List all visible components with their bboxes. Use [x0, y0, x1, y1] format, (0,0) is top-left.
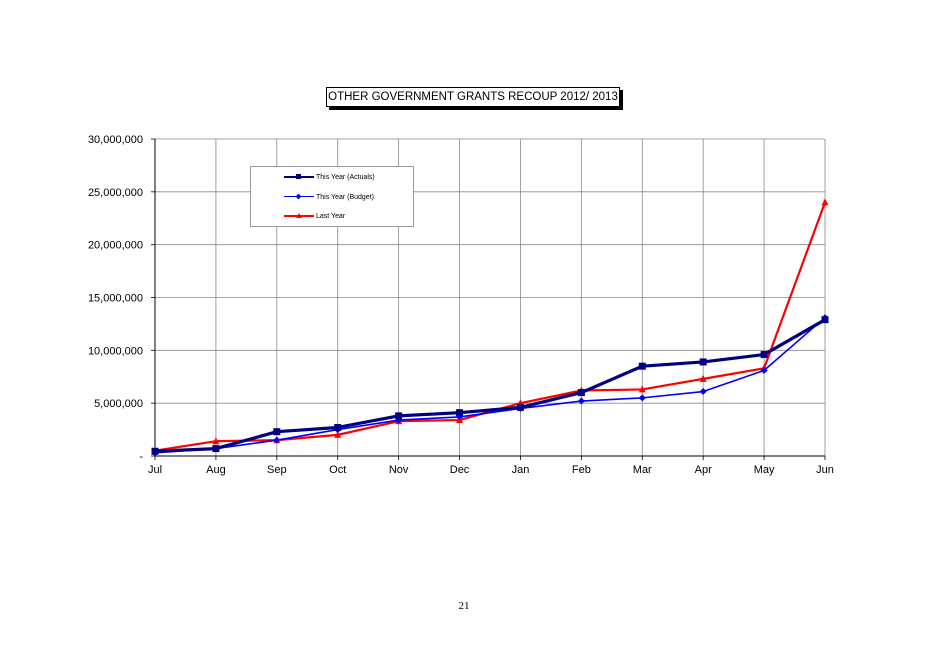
data-point [516, 403, 524, 411]
series-line [154, 318, 826, 453]
y-tick-label: 5,000,000 [94, 398, 143, 410]
series-line [154, 316, 826, 454]
x-tick-label: May [754, 464, 775, 476]
data-point [638, 385, 646, 393]
legend-item-budget: This Year (Budget) [251, 190, 374, 204]
legend-item-actuals: This Year (Actuals) [251, 170, 375, 184]
series-layer [151, 198, 829, 457]
x-tick-label: Jul [148, 464, 162, 476]
y-tick-label: - [139, 451, 143, 463]
x-tick-label: Nov [389, 464, 409, 476]
x-tick-label: Feb [572, 464, 591, 476]
data-point [760, 366, 768, 374]
y-tick-label: 15,000,000 [88, 293, 143, 305]
data-point [821, 198, 829, 206]
x-axis-ticks: Jul Aug Sep Oct Nov Dec Jan Feb Mar Apr May Jun [148, 464, 834, 476]
data-point [334, 423, 342, 431]
series-0 [151, 316, 829, 455]
data-point [638, 394, 646, 402]
x-tick-label: Aug [206, 464, 226, 476]
legend-label-actuals: This Year (Actuals) [316, 173, 375, 181]
data-point [699, 388, 707, 396]
x-tick-label: Dec [450, 464, 470, 476]
chart-title: OTHER GOVERNMENT GRANTS RECOUP 2012/ 201… [326, 87, 620, 107]
data-point [577, 389, 585, 397]
x-tick-label: Jan [512, 464, 530, 476]
y-tick-label: 10,000,000 [88, 345, 143, 357]
data-point [456, 409, 464, 417]
x-tick-label: Apr [695, 464, 712, 476]
y-tick-label: 25,000,000 [88, 187, 143, 199]
series-2 [151, 198, 829, 454]
data-point [273, 428, 281, 436]
data-point [334, 430, 342, 438]
legend: This Year (Actuals) This Year (Budget) L… [250, 166, 414, 227]
data-point [699, 374, 707, 382]
x-tick-label: Jun [816, 464, 834, 476]
data-point [395, 412, 403, 420]
x-tick-label: Sep [267, 464, 287, 476]
data-point [821, 316, 829, 324]
x-tick-label: Oct [329, 464, 346, 476]
legend-label-last-year: Last Year [316, 212, 346, 220]
legend-item-last-year: Last Year [251, 209, 345, 223]
data-point [577, 397, 585, 405]
data-point [151, 447, 159, 455]
series-1 [151, 314, 829, 457]
y-axis-ticks: - 5,000,000 10,000,000 15,000,000 20,000,000… [88, 134, 143, 463]
data-point [760, 351, 768, 359]
page-number: 21 [458, 600, 470, 612]
data-point [212, 437, 220, 445]
data-point [212, 445, 220, 453]
data-point [638, 362, 646, 370]
data-point [273, 436, 281, 444]
x-tick-label: Mar [633, 464, 652, 476]
y-tick-label: 30,000,000 [88, 134, 143, 146]
legend-swatch-budget [284, 190, 314, 204]
y-tick-label: 20,000,000 [88, 240, 143, 252]
legend-label-budget: This Year (Budget) [316, 193, 374, 201]
legend-swatch-last-year [284, 209, 314, 223]
data-point [699, 358, 707, 366]
legend-swatch-actuals [284, 170, 314, 184]
